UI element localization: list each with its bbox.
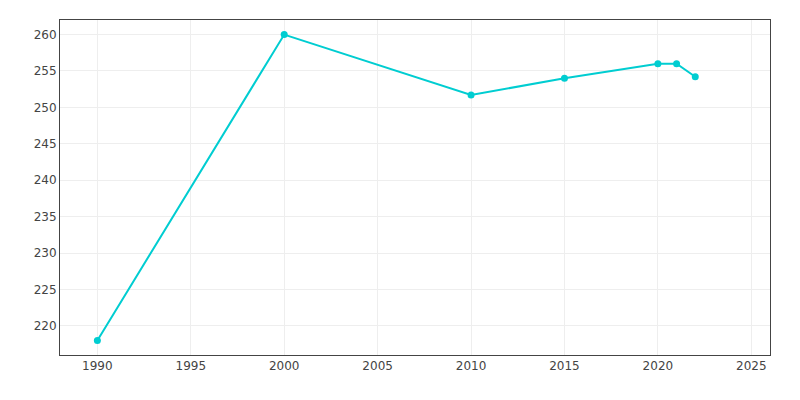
svg-text:220: 220 xyxy=(34,319,57,333)
svg-text:2015: 2015 xyxy=(549,359,580,373)
svg-text:235: 235 xyxy=(34,210,57,224)
svg-text:2000: 2000 xyxy=(269,359,300,373)
svg-text:2025: 2025 xyxy=(736,359,767,373)
svg-text:2005: 2005 xyxy=(362,359,393,373)
svg-text:260: 260 xyxy=(34,28,57,42)
svg-text:1995: 1995 xyxy=(176,359,207,373)
svg-text:225: 225 xyxy=(34,283,57,297)
svg-text:1990: 1990 xyxy=(82,359,113,373)
svg-text:255: 255 xyxy=(34,64,57,78)
svg-text:240: 240 xyxy=(34,173,57,187)
svg-text:245: 245 xyxy=(34,137,57,151)
svg-text:2020: 2020 xyxy=(643,359,674,373)
svg-text:2010: 2010 xyxy=(456,359,487,373)
svg-text:230: 230 xyxy=(34,246,57,260)
svg-text:250: 250 xyxy=(34,101,57,115)
